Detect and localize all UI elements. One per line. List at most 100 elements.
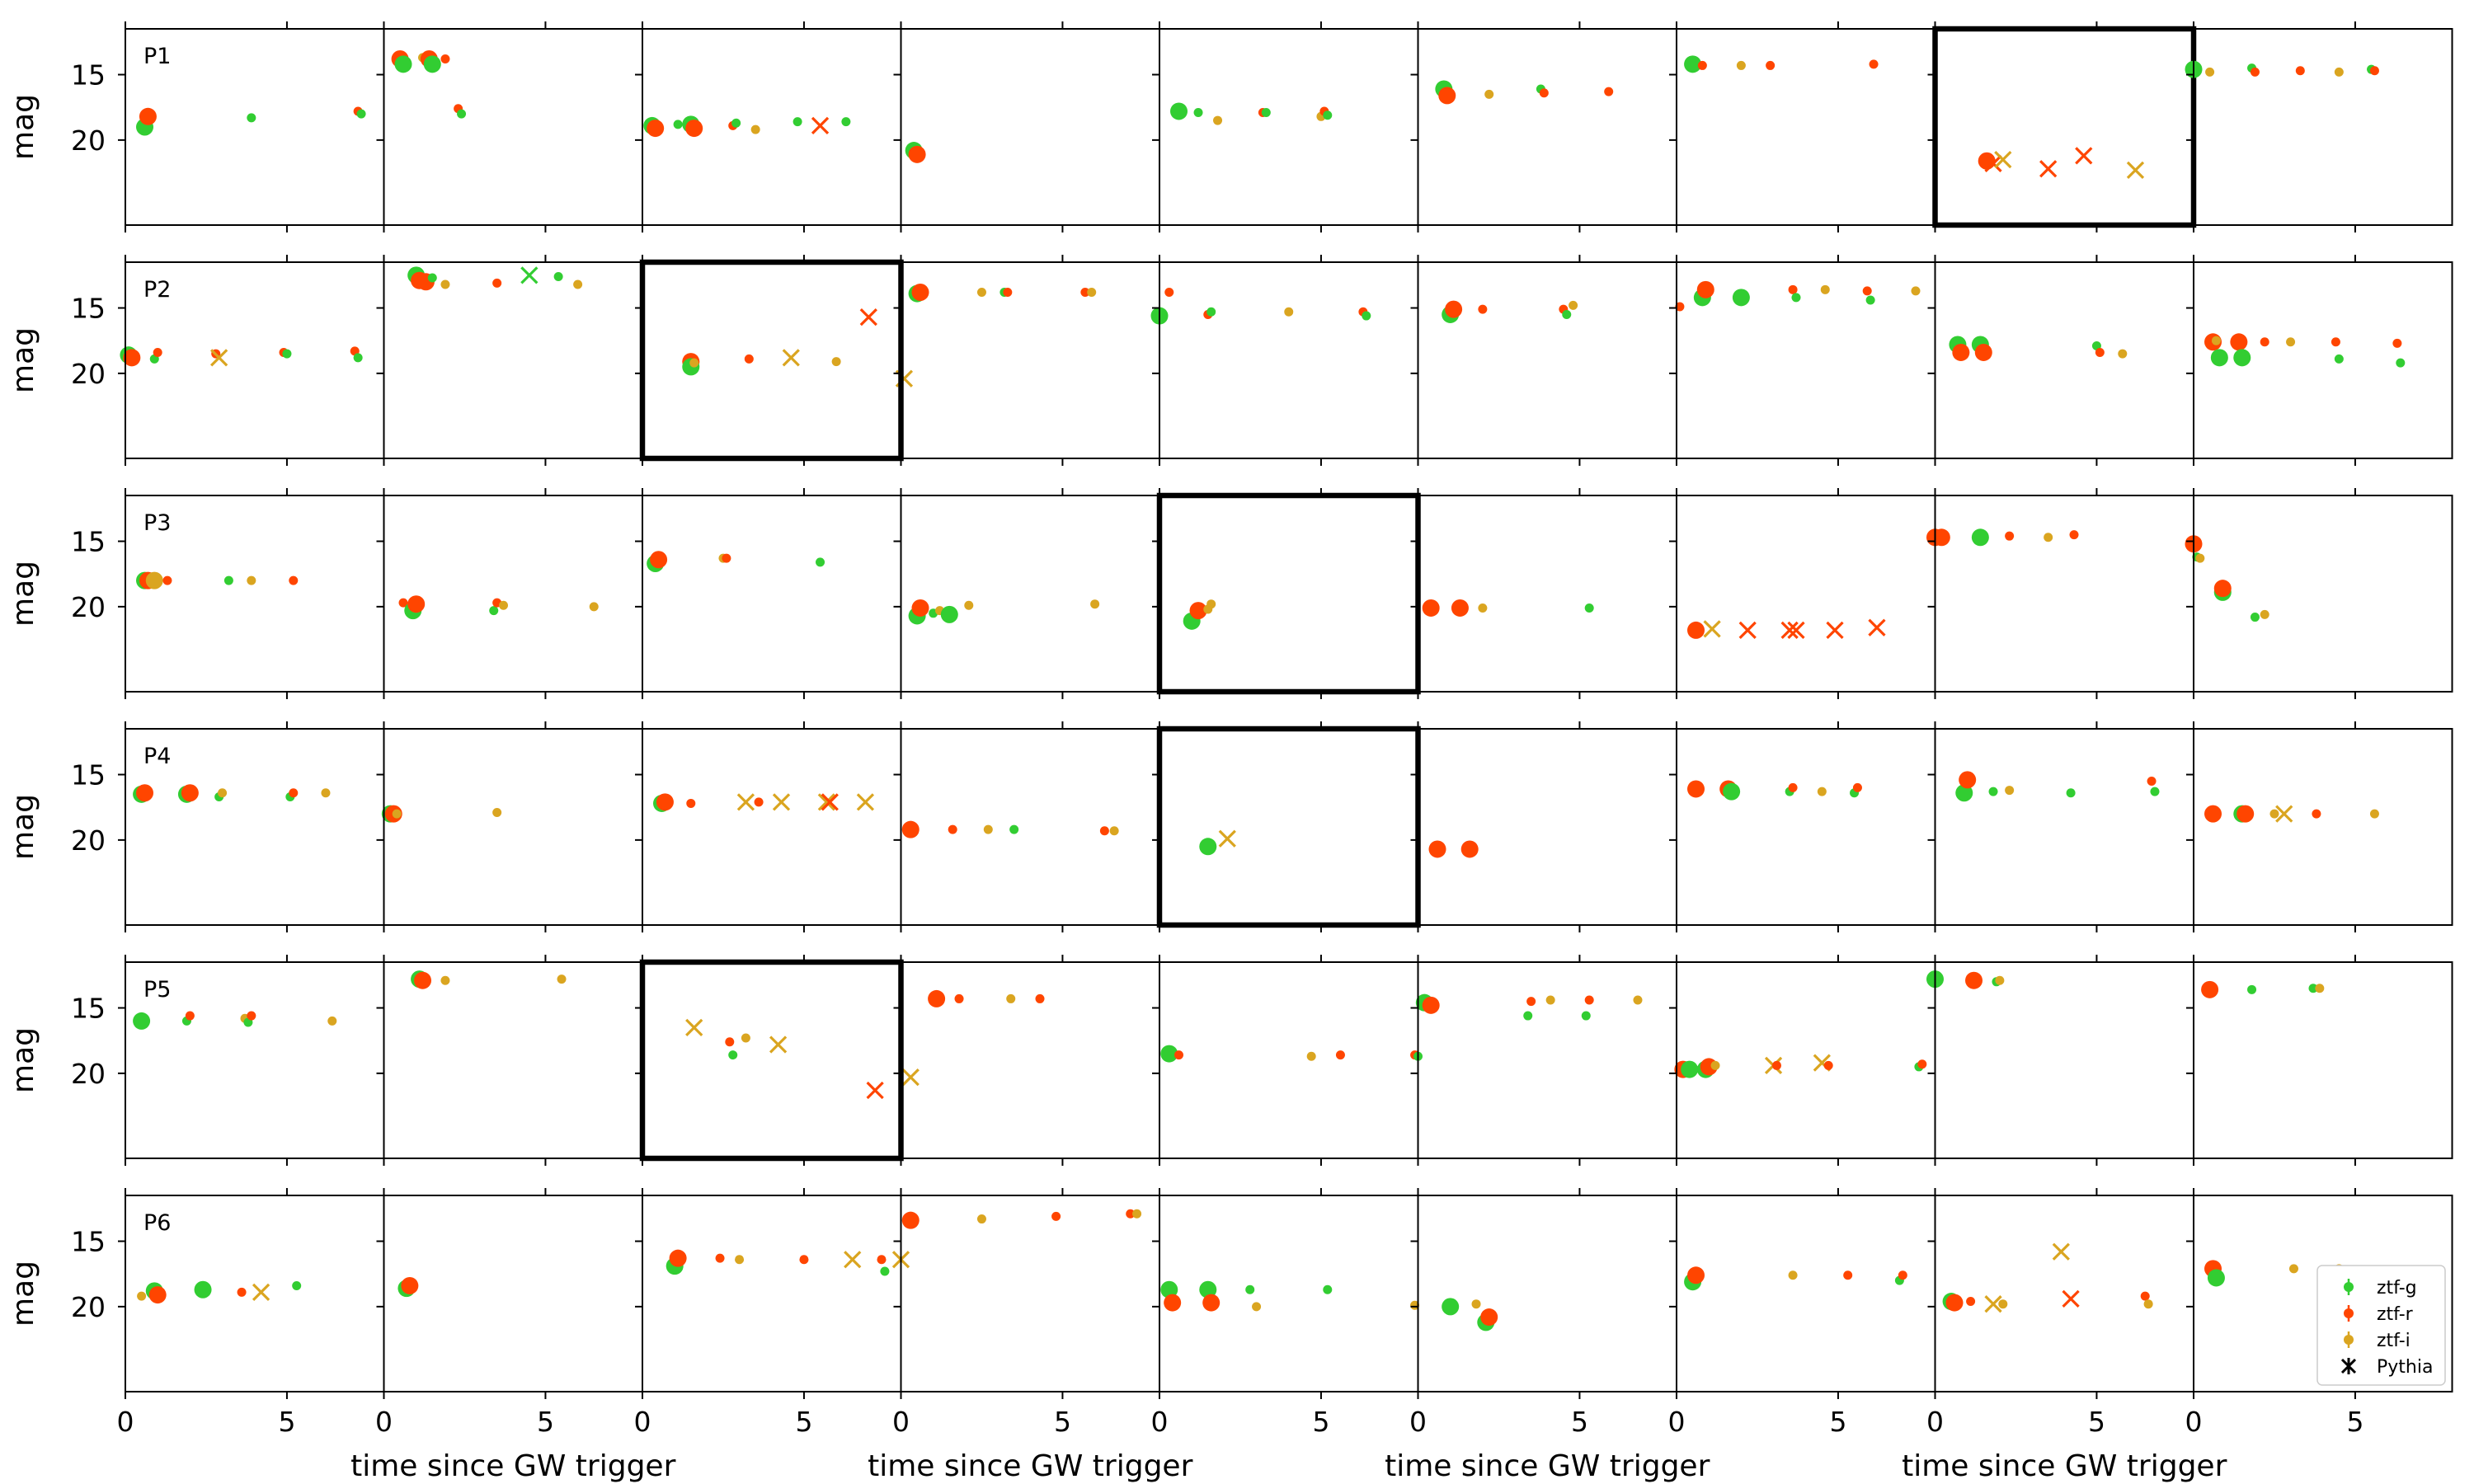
pythia-marker	[1218, 829, 1236, 848]
data-point	[247, 575, 256, 585]
data-point	[353, 353, 363, 363]
panel-r5-c2	[376, 955, 643, 1166]
panel-frame	[1676, 261, 1936, 459]
panel-frame	[900, 261, 1160, 459]
y-axis-label: mag	[7, 327, 40, 393]
data-point	[1109, 826, 1119, 836]
x-tick-label: 5	[1312, 1406, 1329, 1438]
data-point	[1791, 293, 1801, 303]
data-point	[1132, 1209, 1142, 1219]
data-point	[2150, 787, 2160, 796]
row-label: P3	[143, 510, 171, 536]
data-point	[1788, 1270, 1798, 1280]
pythia-marker	[2275, 805, 2293, 823]
data-point	[1006, 993, 1016, 1003]
y-tick-label: 15	[71, 526, 106, 558]
panel-r3-c1: P3	[118, 488, 385, 699]
data-point	[1164, 1294, 1182, 1312]
data-point	[2312, 809, 2321, 819]
data-point	[1687, 621, 1705, 639]
row-label: P6	[143, 1210, 171, 1236]
legend-box	[2316, 1265, 2446, 1386]
data-point	[1164, 287, 1174, 297]
row-label: P4	[143, 744, 171, 769]
data-point	[2211, 336, 2221, 345]
panel-r6-c1: P6	[118, 1188, 385, 1399]
data-point	[2095, 347, 2105, 357]
x-tick-label: 0	[2185, 1406, 2203, 1438]
data-point	[901, 1211, 920, 1229]
panel-frame	[1417, 495, 1677, 693]
data-point	[139, 107, 157, 125]
panel-r4-c4	[893, 721, 1160, 932]
data-point	[1966, 1297, 1976, 1307]
pythia-marker	[2126, 161, 2145, 179]
data-point	[2392, 338, 2402, 348]
panel-frame	[1676, 495, 1936, 693]
data-point	[1995, 975, 2005, 985]
y-tick-label: 15	[71, 293, 106, 325]
data-point	[1581, 1011, 1591, 1021]
pythia-marker	[2075, 147, 2093, 165]
panel-r5-c8	[1926, 955, 2194, 1166]
data-point	[1099, 826, 1109, 836]
data-point	[2331, 337, 2340, 347]
data-point	[911, 283, 929, 301]
data-point	[1788, 782, 1798, 792]
panel-r6-c7	[1669, 1188, 1936, 1399]
data-point	[356, 109, 366, 119]
panel-r6-c5	[1152, 1188, 1420, 1399]
data-point	[1687, 780, 1705, 798]
data-point	[1284, 307, 1294, 317]
panel-r2-c4	[893, 255, 1174, 466]
pythia-marker	[252, 1283, 270, 1302]
legend-label: ztf-g	[2377, 1278, 2417, 1298]
data-point	[1206, 307, 1216, 317]
data-point	[414, 971, 432, 989]
panel-r2-c8	[1927, 255, 2194, 466]
panel-frame	[1676, 28, 1936, 226]
data-point	[1451, 599, 1469, 617]
data-point	[1865, 295, 1875, 305]
panel-frame	[2193, 728, 2453, 926]
data-point	[553, 271, 563, 281]
pythia-marker	[1984, 1295, 2002, 1313]
panel-r1-c2	[376, 21, 643, 232]
data-point	[1862, 286, 1872, 296]
data-point	[2069, 530, 2079, 540]
data-point	[1955, 784, 1973, 802]
panel-frame	[642, 728, 902, 926]
pythia-marker	[2062, 1289, 2080, 1308]
data-point	[2147, 776, 2157, 786]
data-point	[1428, 840, 1446, 858]
panel-r2-c6	[1410, 255, 1685, 466]
data-point	[1562, 309, 1572, 319]
panel-frame	[900, 495, 1160, 693]
panel-frame	[1676, 961, 1936, 1159]
pythia-marker	[1868, 618, 1886, 636]
pythia-marker	[817, 793, 836, 811]
panel-frame	[1934, 261, 2194, 459]
panel-frame	[383, 728, 643, 926]
data-point	[2250, 613, 2260, 622]
data-point	[1817, 787, 1827, 796]
pythia-marker	[2039, 160, 2058, 178]
data-point	[185, 1011, 195, 1021]
data-point	[1988, 787, 1998, 796]
panel-r2-c7	[1669, 255, 1936, 466]
data-point	[2230, 333, 2248, 351]
panel-frame	[1934, 495, 2194, 693]
pythia-marker	[782, 349, 800, 367]
data-point	[2205, 67, 2215, 77]
x-tick-label: 5	[1571, 1406, 1588, 1438]
y-tick-label: 15	[71, 59, 106, 92]
pythia-marker	[1994, 151, 2012, 169]
data-point	[1445, 300, 1463, 318]
panel-frame	[1417, 28, 1677, 226]
panel-frame	[2193, 261, 2453, 459]
panel-r1-c6	[1410, 21, 1677, 232]
data-point	[1478, 304, 1488, 314]
panel-frame	[2193, 961, 2453, 1159]
pythia-marker	[821, 793, 839, 811]
